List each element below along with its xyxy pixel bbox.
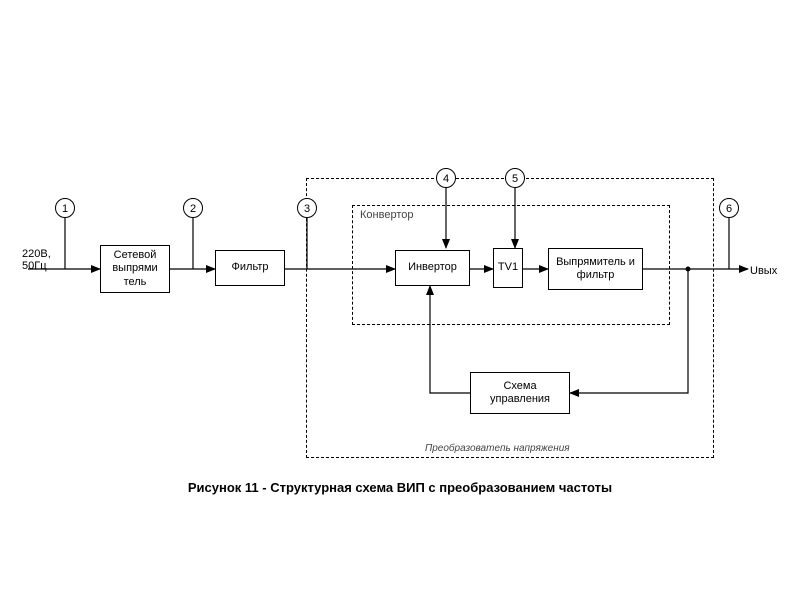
block-tv1: TV1 xyxy=(493,248,523,288)
block-control-scheme: Схема управления xyxy=(470,372,570,414)
ref-circle-1: 1 xyxy=(55,198,75,218)
ref-circle-2: 2 xyxy=(183,198,203,218)
output-label: Uвых xyxy=(750,265,777,277)
input-label: 220В, 50Гц xyxy=(22,248,51,272)
block-filter: Фильтр xyxy=(215,250,285,286)
transformer-container-label: Преобразоватепь напряжения xyxy=(425,443,570,454)
ref-circle-5: 5 xyxy=(505,168,525,188)
converter-container-label: Конвертор xyxy=(360,209,413,221)
block-inverter: Инвертор xyxy=(395,250,470,286)
block-rectifier-filter: Выпрямитель и фильтр xyxy=(548,248,643,290)
block-grid-rectifier: Сетевой выпрями тель xyxy=(100,245,170,293)
ref-circle-3: 3 xyxy=(297,198,317,218)
ref-circle-6: 6 xyxy=(719,198,739,218)
figure-caption: Рисунок 11 - Структурная схема ВИП с пре… xyxy=(0,480,800,495)
ref-circle-4: 4 xyxy=(436,168,456,188)
